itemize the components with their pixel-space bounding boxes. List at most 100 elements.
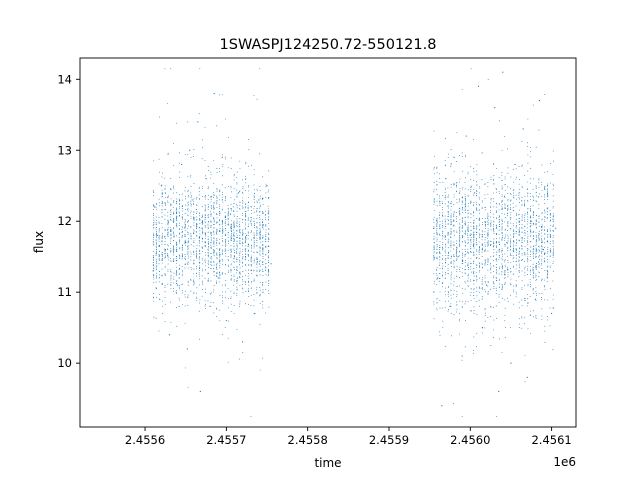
data-point bbox=[193, 229, 195, 231]
data-point bbox=[262, 249, 264, 251]
data-point bbox=[492, 337, 494, 339]
data-point bbox=[501, 248, 503, 250]
data-point bbox=[527, 269, 529, 271]
data-point bbox=[236, 292, 238, 294]
data-point bbox=[473, 247, 475, 249]
data-point bbox=[187, 267, 189, 269]
data-point bbox=[465, 320, 467, 321]
data-point bbox=[258, 199, 260, 201]
data-point bbox=[251, 239, 253, 241]
data-point bbox=[216, 252, 218, 254]
data-point bbox=[533, 253, 535, 255]
data-point bbox=[176, 280, 178, 282]
data-point bbox=[504, 327, 506, 329]
data-point bbox=[268, 222, 270, 224]
data-point bbox=[482, 243, 483, 245]
data-point bbox=[458, 251, 460, 253]
data-point bbox=[265, 263, 267, 265]
data-point bbox=[504, 245, 506, 247]
data-point bbox=[262, 243, 264, 245]
data-point bbox=[225, 222, 227, 224]
data-point bbox=[436, 220, 438, 222]
data-point bbox=[535, 219, 537, 221]
data-point bbox=[233, 257, 235, 259]
data-point bbox=[259, 197, 261, 199]
data-point bbox=[230, 210, 232, 212]
data-point bbox=[221, 196, 223, 198]
data-point bbox=[484, 308, 486, 309]
data-point bbox=[233, 258, 235, 260]
data-point bbox=[181, 248, 183, 250]
data-point bbox=[465, 232, 467, 234]
data-point bbox=[444, 236, 446, 238]
data-point bbox=[196, 222, 197, 224]
data-point bbox=[530, 221, 531, 222]
data-point bbox=[467, 226, 469, 228]
data-point bbox=[210, 247, 212, 249]
data-point bbox=[262, 219, 264, 221]
data-point bbox=[459, 245, 461, 247]
data-point bbox=[262, 307, 264, 309]
data-point bbox=[178, 237, 180, 239]
data-point bbox=[453, 255, 455, 257]
data-point bbox=[199, 68, 201, 70]
data-point bbox=[442, 238, 444, 240]
data-point bbox=[202, 284, 204, 285]
data-point bbox=[268, 211, 270, 213]
data-point bbox=[256, 240, 258, 242]
data-point bbox=[196, 256, 198, 258]
data-point bbox=[450, 255, 452, 257]
data-point bbox=[230, 256, 232, 258]
data-point bbox=[205, 291, 206, 293]
data-point bbox=[478, 253, 480, 255]
data-point bbox=[436, 298, 438, 300]
data-point bbox=[196, 255, 198, 257]
data-point bbox=[547, 315, 549, 317]
data-point bbox=[227, 234, 229, 236]
data-point bbox=[445, 196, 447, 198]
data-point bbox=[507, 199, 509, 201]
data-point bbox=[233, 202, 235, 204]
data-point bbox=[230, 226, 232, 228]
data-point bbox=[230, 255, 232, 257]
data-point bbox=[247, 207, 249, 209]
data-point bbox=[515, 247, 517, 249]
data-point bbox=[518, 193, 520, 195]
data-point bbox=[251, 224, 253, 226]
data-point bbox=[538, 276, 540, 277]
data-point bbox=[530, 240, 532, 242]
data-point bbox=[507, 271, 509, 273]
data-point bbox=[201, 251, 203, 253]
data-point bbox=[442, 209, 444, 211]
data-point bbox=[216, 203, 218, 205]
data-point bbox=[433, 291, 435, 292]
data-point bbox=[481, 288, 483, 290]
data-point bbox=[222, 302, 224, 304]
data-point bbox=[487, 269, 489, 271]
data-point bbox=[439, 256, 441, 258]
data-point bbox=[236, 204, 238, 205]
data-point bbox=[158, 276, 160, 278]
data-point bbox=[182, 218, 183, 220]
data-point bbox=[487, 244, 489, 246]
data-point bbox=[475, 201, 477, 203]
data-point bbox=[262, 357, 263, 359]
data-point bbox=[455, 221, 457, 223]
data-point bbox=[438, 225, 440, 227]
data-point bbox=[473, 289, 475, 291]
data-point bbox=[190, 279, 192, 281]
data-point bbox=[253, 260, 255, 262]
data-point bbox=[459, 228, 460, 230]
data-point bbox=[518, 213, 520, 215]
data-point bbox=[207, 236, 209, 237]
data-point bbox=[475, 192, 477, 194]
data-point bbox=[444, 249, 446, 251]
data-point bbox=[447, 156, 449, 158]
data-point bbox=[467, 248, 469, 250]
data-point bbox=[476, 287, 478, 289]
data-point bbox=[155, 202, 157, 204]
data-point bbox=[216, 241, 217, 243]
data-point bbox=[187, 264, 189, 265]
data-point bbox=[207, 170, 209, 171]
data-point bbox=[222, 251, 224, 253]
